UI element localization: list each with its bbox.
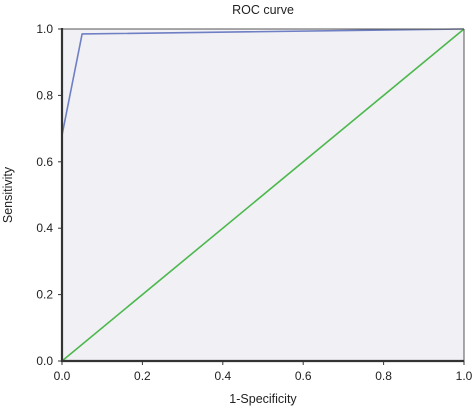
y-tick-label: 0.4 <box>36 221 53 235</box>
y-tick-label: 1.0 <box>36 22 53 36</box>
y-tick-label: 0.8 <box>36 88 53 102</box>
chart-title: ROC curve <box>232 3 294 17</box>
x-tick-label: 0.6 <box>295 369 312 383</box>
x-tick-label: 0.2 <box>134 369 151 383</box>
y-axis-title: Sensitivity <box>1 166 15 223</box>
y-tick-label: 0.0 <box>36 354 53 368</box>
x-axis-ticks: 0.0 0.2 0.4 0.6 0.8 1.0 <box>54 361 473 383</box>
y-tick-label: 0.2 <box>36 288 53 302</box>
axes-layer <box>60 28 465 363</box>
x-tick-label: 0.8 <box>375 369 392 383</box>
x-axis-title: 1-Specificity <box>229 392 297 406</box>
y-tick-label: 0.6 <box>36 155 53 169</box>
x-tick-label: 1.0 <box>456 369 473 383</box>
x-tick-label: 0.0 <box>54 369 71 383</box>
series-line-2 <box>61 28 465 362</box>
x-tick-label: 0.4 <box>214 369 231 383</box>
y-axis-ticks: 0.0 0.2 0.4 0.6 0.8 1.0 <box>36 22 62 368</box>
